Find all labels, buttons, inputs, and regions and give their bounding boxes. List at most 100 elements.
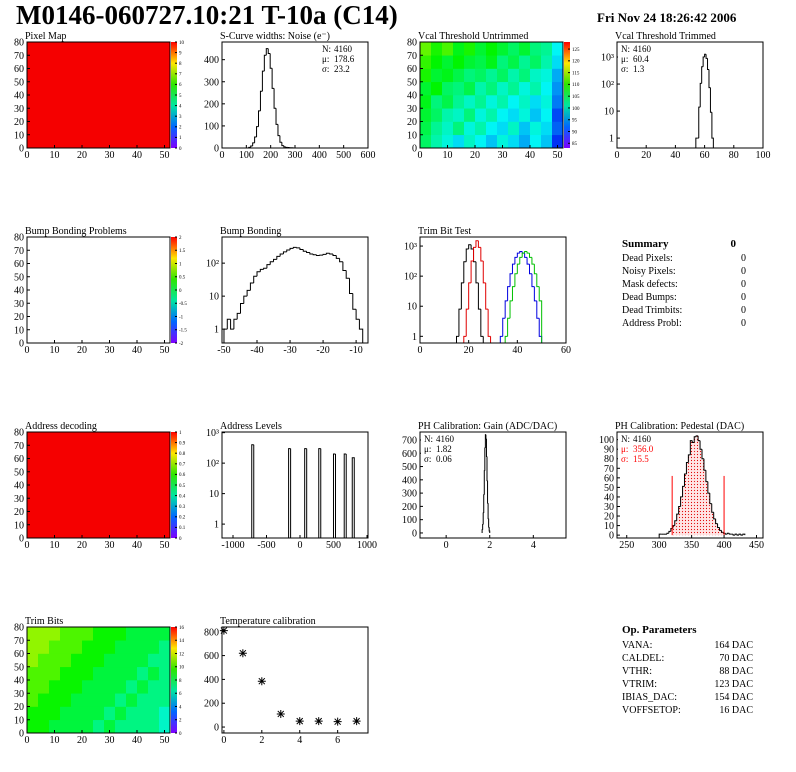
fit-area xyxy=(703,470,706,536)
heatmap-cell xyxy=(115,640,127,654)
y-tick-label: 10 xyxy=(14,325,24,336)
heatmap-cell xyxy=(38,706,50,721)
x-tick-label: 50 xyxy=(160,345,170,356)
histogram-bin xyxy=(465,248,469,262)
x-tick-label: 4 xyxy=(297,735,302,746)
histogram-bin xyxy=(695,435,699,437)
y-tick-label: 0 xyxy=(214,723,219,734)
histogram-bin xyxy=(226,318,231,330)
histogram-bin xyxy=(719,527,722,531)
histogram-bin xyxy=(304,448,307,538)
y-tick-label: 40 xyxy=(604,492,614,503)
histogram-bin xyxy=(279,253,284,257)
parameter-value: 164 DAC xyxy=(714,640,753,651)
histogram-bin xyxy=(251,444,254,538)
fit-area xyxy=(678,506,681,536)
heatmap-cell xyxy=(420,42,432,56)
heatmap-cell xyxy=(27,627,39,641)
heatmap-cell xyxy=(497,42,509,56)
scatter-point xyxy=(257,677,266,686)
histogram-bin xyxy=(720,530,724,533)
heatmap-cell xyxy=(486,42,498,56)
fit-area xyxy=(715,523,718,536)
color-bar-label: 2 xyxy=(179,126,182,131)
heatmap-cell xyxy=(442,55,454,69)
color-bar-label: 9 xyxy=(179,51,182,56)
heatmap-cell xyxy=(60,693,72,707)
histogram-bin xyxy=(309,252,314,255)
histogram-bin xyxy=(538,286,543,343)
histogram-bin xyxy=(355,309,360,320)
x-tick-label: 4 xyxy=(531,540,536,551)
histogram-bin xyxy=(514,256,518,265)
histogram-bin xyxy=(265,48,269,56)
chart-title: S-Curve widths: Noise (e⁻) xyxy=(220,31,330,42)
stats-label: σ: xyxy=(424,454,431,464)
histogram-bin xyxy=(271,68,275,89)
x-tick-label: 60 xyxy=(561,345,571,356)
histogram-bin xyxy=(687,454,691,463)
summary-label: Dead Bumps: xyxy=(622,292,677,303)
histogram-bin xyxy=(516,252,520,258)
histogram-bin xyxy=(483,494,485,514)
histogram-bin xyxy=(292,246,297,249)
heatmap-cell xyxy=(453,95,465,109)
x-tick-label: 300 xyxy=(288,150,303,161)
histogram-bin xyxy=(738,533,741,536)
x-tick-label: 0 xyxy=(221,735,226,746)
scatter-point xyxy=(219,626,228,635)
histogram-bin xyxy=(261,70,265,92)
heatmap-cell xyxy=(431,95,443,109)
heatmap-cell xyxy=(552,81,564,96)
heatmap-cell xyxy=(27,432,171,539)
x-tick-label: 0 xyxy=(418,150,423,161)
histogram-bin xyxy=(709,493,712,505)
heatmap-cell xyxy=(60,666,72,681)
stats-label: N: xyxy=(424,434,433,444)
chart-title: Bump Bonding Problems xyxy=(25,226,127,237)
heatmap-cell xyxy=(508,95,520,109)
histogram-bin xyxy=(499,335,503,343)
heatmap-cell xyxy=(464,95,476,109)
x-tick-label: -50 xyxy=(217,345,230,356)
fit-area xyxy=(672,525,675,536)
histogram-bin xyxy=(511,286,515,301)
y-tick-label: 20 xyxy=(14,312,24,323)
stats-value: 0.06 xyxy=(436,454,452,464)
heatmap-cell xyxy=(464,42,476,56)
heatmap-cell xyxy=(137,680,149,694)
y-tick-label: 800 xyxy=(204,627,219,638)
parameter-label: VTHR: xyxy=(622,666,652,677)
heatmap-cell xyxy=(104,680,116,694)
heatmap-cell xyxy=(541,134,553,149)
histogram-bin xyxy=(470,260,474,283)
heatmap-cell xyxy=(420,81,432,96)
heatmap-cell xyxy=(71,627,83,641)
heatmap-cell xyxy=(115,653,127,668)
histogram-bin xyxy=(507,317,511,337)
heatmap-cell xyxy=(49,706,61,721)
histogram-bin xyxy=(475,240,479,248)
histogram-bin xyxy=(256,271,261,277)
histogram-bin xyxy=(345,270,350,279)
histogram-bin xyxy=(325,252,330,255)
histogram-bin xyxy=(707,481,710,494)
color-bar-label: 10 xyxy=(179,666,185,671)
histogram-bin xyxy=(484,447,486,471)
x-tick-label: 10 xyxy=(50,540,60,551)
heatmap-cell xyxy=(541,121,553,136)
fit-area xyxy=(686,462,689,536)
heatmap-cell xyxy=(137,653,149,668)
fit-area xyxy=(705,481,708,536)
x-tick-label: 80 xyxy=(729,150,739,161)
heatmap-cell xyxy=(486,95,498,109)
histogram-bin xyxy=(668,530,671,534)
histogram-bin xyxy=(511,263,515,274)
histogram-bin xyxy=(524,253,528,258)
histogram-bin xyxy=(253,275,258,284)
heatmap-cell xyxy=(148,693,160,707)
y-tick-label: 0 xyxy=(412,528,417,539)
heatmap-cell xyxy=(552,95,564,109)
x-tick-label: 20 xyxy=(77,345,87,356)
color-bar-label: -0.5 xyxy=(179,302,187,307)
